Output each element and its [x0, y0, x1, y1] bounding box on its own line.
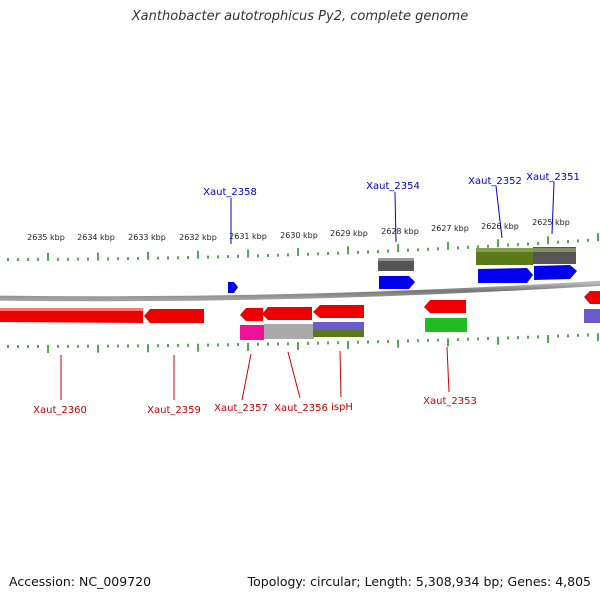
gene-xaut-2356-arrow[interactable] [262, 307, 312, 320]
genome-summary-text: Topology: circular; Length: 5,308,934 bp… [247, 574, 591, 589]
gene-label-xaut-2351[interactable]: Xaut_2351 [526, 172, 580, 183]
arrow-highlight [0, 308, 143, 311]
forward-labels: Xaut_2358 Xaut_2354 Xaut_2352 Xaut_2351 [203, 172, 580, 244]
gene-xaut-2353-region[interactable] [425, 318, 467, 332]
gene-xaut-2354-arrow[interactable] [379, 276, 415, 289]
leader-line [495, 185, 503, 239]
leader-line [241, 353, 252, 401]
reverse-labels: Xaut_2360 Xaut_2359 Xaut_2357 Xaut_2356 … [33, 346, 477, 416]
ruler-label: 2633 kbp [128, 233, 166, 242]
gene-label-xaut-2358[interactable]: Xaut_2358 [203, 187, 257, 198]
isph-region-bottom[interactable] [313, 330, 364, 337]
ruler-label: 2634 kbp [77, 233, 115, 242]
offscreen-region[interactable] [584, 309, 600, 323]
accession-text: Accession: NC_009720 [9, 574, 152, 589]
gene-xaut-2356-region[interactable] [264, 324, 314, 339]
forward-features [228, 247, 577, 293]
leader-line [394, 191, 397, 243]
gene-xaut-2357-arrow[interactable] [240, 308, 263, 321]
gene-xaut-2357-region[interactable] [240, 325, 264, 340]
ruler-label: 2625 kbp [532, 218, 570, 227]
leader-line [446, 346, 450, 393]
gene-xaut-2358-arrow[interactable] [228, 282, 238, 293]
ruler-label: 2630 kbp [280, 231, 318, 240]
region-highlight [378, 258, 414, 261]
gene-xaut-2352-arrow[interactable] [478, 268, 533, 283]
gene-label-xaut-2352[interactable]: Xaut_2352 [468, 176, 522, 187]
gene-label-xaut-2360[interactable]: Xaut_2360 [33, 405, 87, 416]
gene-xaut-2352-region[interactable] [476, 248, 533, 265]
ruler-label: 2626 kbp [481, 222, 519, 231]
reverse-features [0, 291, 600, 340]
gene-xaut-2351-arrow[interactable] [534, 265, 577, 280]
ruler-label: 2627 kbp [431, 224, 469, 233]
gene-label-xaut-2359[interactable]: Xaut_2359 [147, 405, 201, 416]
gene-label-xaut-2353[interactable]: Xaut_2353 [423, 396, 477, 407]
ruler-label: 2628 kbp [381, 227, 419, 236]
leader-line [287, 351, 301, 399]
ruler-label: 2635 kbp [27, 233, 65, 242]
isph-region-top[interactable] [313, 322, 364, 330]
gene-xaut-2360-arrow[interactable] [0, 308, 143, 323]
ruler-ticks-inner [7, 333, 599, 353]
ruler-labels: 2635 kbp 2634 kbp 2633 kbp 2632 kbp 2631… [27, 218, 570, 242]
ruler-label: 2629 kbp [330, 229, 368, 238]
gene-isph-arrow[interactable] [313, 305, 364, 318]
gene-xaut-2353-arrow[interactable] [424, 300, 466, 313]
map-title: Xanthobacter autotrophicus Py2, complete… [131, 9, 469, 24]
gene-label-isph[interactable]: ispH [331, 402, 353, 413]
gene-label-xaut-2357[interactable]: Xaut_2357 [214, 403, 268, 414]
ruler-label: 2631 kbp [229, 232, 267, 241]
leader-line [339, 350, 342, 398]
ruler-label: 2632 kbp [179, 233, 217, 242]
gene-offscreen-arrow[interactable] [584, 291, 600, 304]
gene-label-xaut-2354[interactable]: Xaut_2354 [366, 181, 420, 192]
genome-backbone [0, 280, 600, 302]
ruler-ticks-outer [7, 233, 599, 261]
gene-xaut-2359-arrow[interactable] [144, 309, 204, 323]
gene-label-xaut-2356[interactable]: Xaut_2356 [274, 403, 328, 414]
region-highlight [476, 248, 576, 252]
gene-xaut-2354-region[interactable] [378, 258, 414, 271]
leader-line [551, 181, 555, 235]
